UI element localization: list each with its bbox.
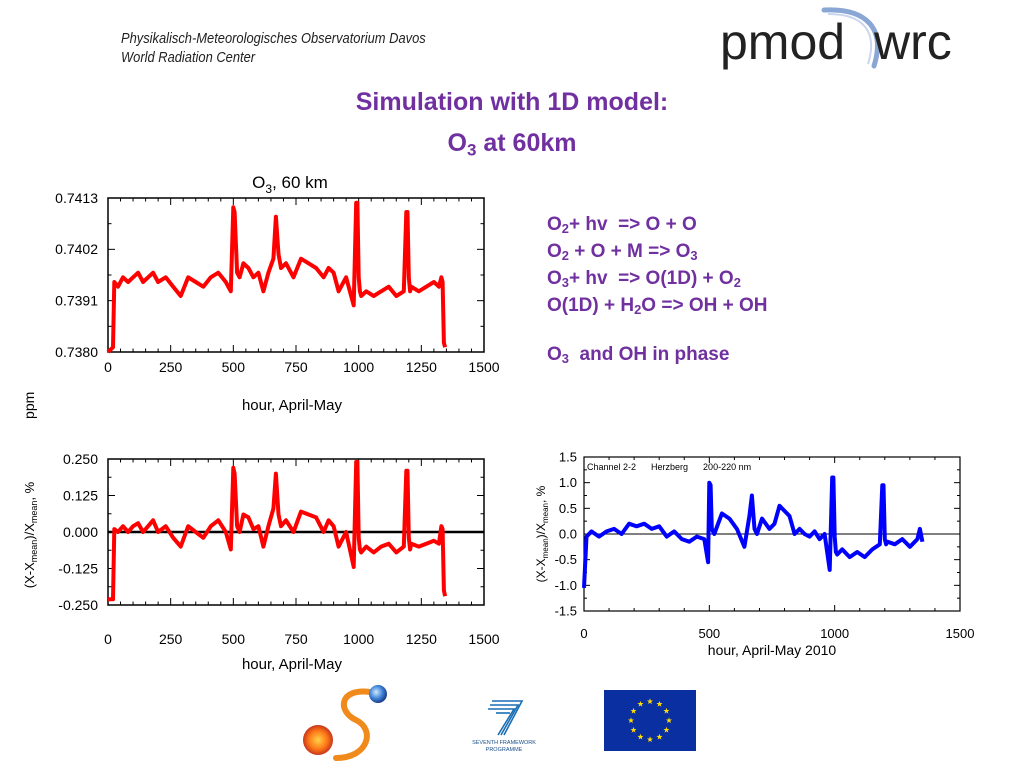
solar-s-logo bbox=[303, 685, 387, 761]
slide-title-line-2: O3 at 60km bbox=[0, 129, 1024, 158]
eu-star bbox=[663, 726, 670, 733]
fp7-caption-2: PROGRAMME bbox=[486, 747, 523, 753]
series-line-0 bbox=[106, 200, 448, 354]
x-tick-label: 500 bbox=[222, 359, 246, 375]
y-tick-label: 0.0 bbox=[559, 527, 577, 542]
institution-name: Physikalisch-Meteorologisches Observator… bbox=[121, 29, 426, 67]
series-line-0 bbox=[582, 475, 925, 588]
chart-title: O3, 60 km bbox=[252, 173, 328, 196]
x-tick-label: 250 bbox=[159, 631, 183, 647]
y-tick-label: 0.7391 bbox=[55, 293, 98, 309]
y-tick-label: -1.0 bbox=[555, 578, 577, 593]
x-tick-label: 1000 bbox=[343, 631, 374, 647]
x-tick-label: 500 bbox=[698, 626, 720, 641]
y-axis-label: mixing ratio, ppm bbox=[21, 392, 37, 420]
x-axis-label: hour, April-May 2010 bbox=[708, 642, 837, 658]
phase-note: O3 and OH in phase bbox=[547, 344, 730, 367]
x-tick-label: 1000 bbox=[343, 359, 374, 375]
y-axis-label: (X-Xmean)/Xmean, % bbox=[534, 485, 550, 582]
eu-star bbox=[646, 736, 654, 743]
y-axis-label: (X-Xmean)/Xmean, % bbox=[22, 481, 39, 588]
x-axis-label: hour, April-May bbox=[242, 397, 343, 414]
chart-annotation: Channel 2-2 Herzberg 200-220 nm bbox=[587, 462, 751, 472]
eu-star bbox=[663, 707, 670, 714]
reaction-3: O3+ hv => O(1D) + O2 bbox=[547, 268, 741, 291]
chart-o3-mixing-ratio: 0 250 500 750 1000 1250 1500 0.7413 0.7402 0.7391… bbox=[21, 173, 500, 420]
y-tick-label: 0.7402 bbox=[55, 241, 98, 257]
y-tick-label: 0.125 bbox=[63, 487, 98, 503]
x-tick-label: 1500 bbox=[946, 626, 975, 641]
x-tick-label: 1500 bbox=[468, 359, 499, 375]
x-tick-label: 1000 bbox=[820, 626, 849, 641]
x-tick-label: 0 bbox=[580, 626, 587, 641]
y-tick-label: 1.5 bbox=[559, 450, 577, 465]
title-o: O bbox=[447, 129, 467, 157]
y-tick-label: 0.7413 bbox=[55, 190, 98, 206]
x-tick-label: 0 bbox=[104, 359, 112, 375]
eu-flag bbox=[604, 690, 696, 751]
y-tick-label: 0.5 bbox=[559, 501, 577, 516]
eu-star bbox=[656, 700, 663, 707]
eu-star bbox=[627, 717, 635, 724]
title-suffix: at 60km bbox=[476, 129, 577, 157]
y-tick-label: 0.250 bbox=[63, 451, 98, 467]
y-tick-label: 0.000 bbox=[63, 524, 98, 540]
eu-star bbox=[646, 698, 654, 705]
eu-star bbox=[656, 733, 663, 740]
chart-herzberg-channel: 0 500 1000 1500 1.5 1.0 0.5 0.0 -0.5 -1.0 -1.5 Cha… bbox=[534, 450, 975, 658]
x-tick-label: 500 bbox=[222, 631, 246, 647]
eu-star bbox=[630, 707, 637, 714]
x-axis-label: hour, April-May bbox=[242, 656, 343, 673]
x-tick-label: 750 bbox=[284, 359, 308, 375]
x-tick-label: 0 bbox=[104, 631, 112, 647]
y-tick-label: -0.125 bbox=[58, 560, 98, 576]
institution-line-2: World Radiation Center bbox=[121, 49, 256, 66]
slide-title-line-1: Simulation with 1D model: bbox=[355, 88, 669, 116]
x-tick-label: 1250 bbox=[406, 359, 437, 375]
reaction-1: O2+ hv => O + O bbox=[547, 214, 697, 237]
fp7-caption-1: SEVENTH FRAMEWORK bbox=[472, 740, 536, 746]
reaction-list: O2+ hv => O + O O2 + O + M => O3 O3+ hv … bbox=[547, 211, 767, 368]
y-tick-label: -1.5 bbox=[555, 604, 577, 619]
logo-pmod-text: pmod bbox=[720, 14, 845, 70]
chart-o3-relative-deviation: 0 250 500 750 1000 1250 1500 0.250 0.125 0.000 -0.… bbox=[22, 451, 500, 673]
institution-line-1: Physikalisch-Meteorologisches Observator… bbox=[121, 30, 426, 47]
y-tick-label: 1.0 bbox=[559, 475, 577, 490]
pmod-wrc-logo: pmod wrc bbox=[720, 7, 952, 70]
eu-star bbox=[637, 700, 644, 707]
y-tick-label: 0.7380 bbox=[55, 344, 98, 360]
y-tick-label: -0.250 bbox=[58, 597, 98, 613]
x-tick-label: 1250 bbox=[406, 631, 437, 647]
logo-wrc-text: wrc bbox=[873, 14, 952, 70]
fp7-logo: SEVENTH FRAMEWORK PROGRAMME bbox=[472, 700, 536, 753]
title-sub: 3 bbox=[466, 140, 477, 160]
x-tick-label: 250 bbox=[159, 359, 183, 375]
eu-star bbox=[665, 717, 673, 724]
eu-star bbox=[630, 726, 637, 733]
series-line-0 bbox=[108, 459, 448, 602]
reaction-4: O(1D) + H2O => OH + OH bbox=[547, 295, 768, 318]
x-tick-label: 750 bbox=[284, 631, 308, 647]
eu-star bbox=[637, 733, 644, 740]
reaction-2: O2 + O + M => O3 bbox=[547, 241, 698, 264]
y-tick-label: -0.5 bbox=[555, 552, 577, 567]
x-tick-label: 1500 bbox=[468, 631, 499, 647]
